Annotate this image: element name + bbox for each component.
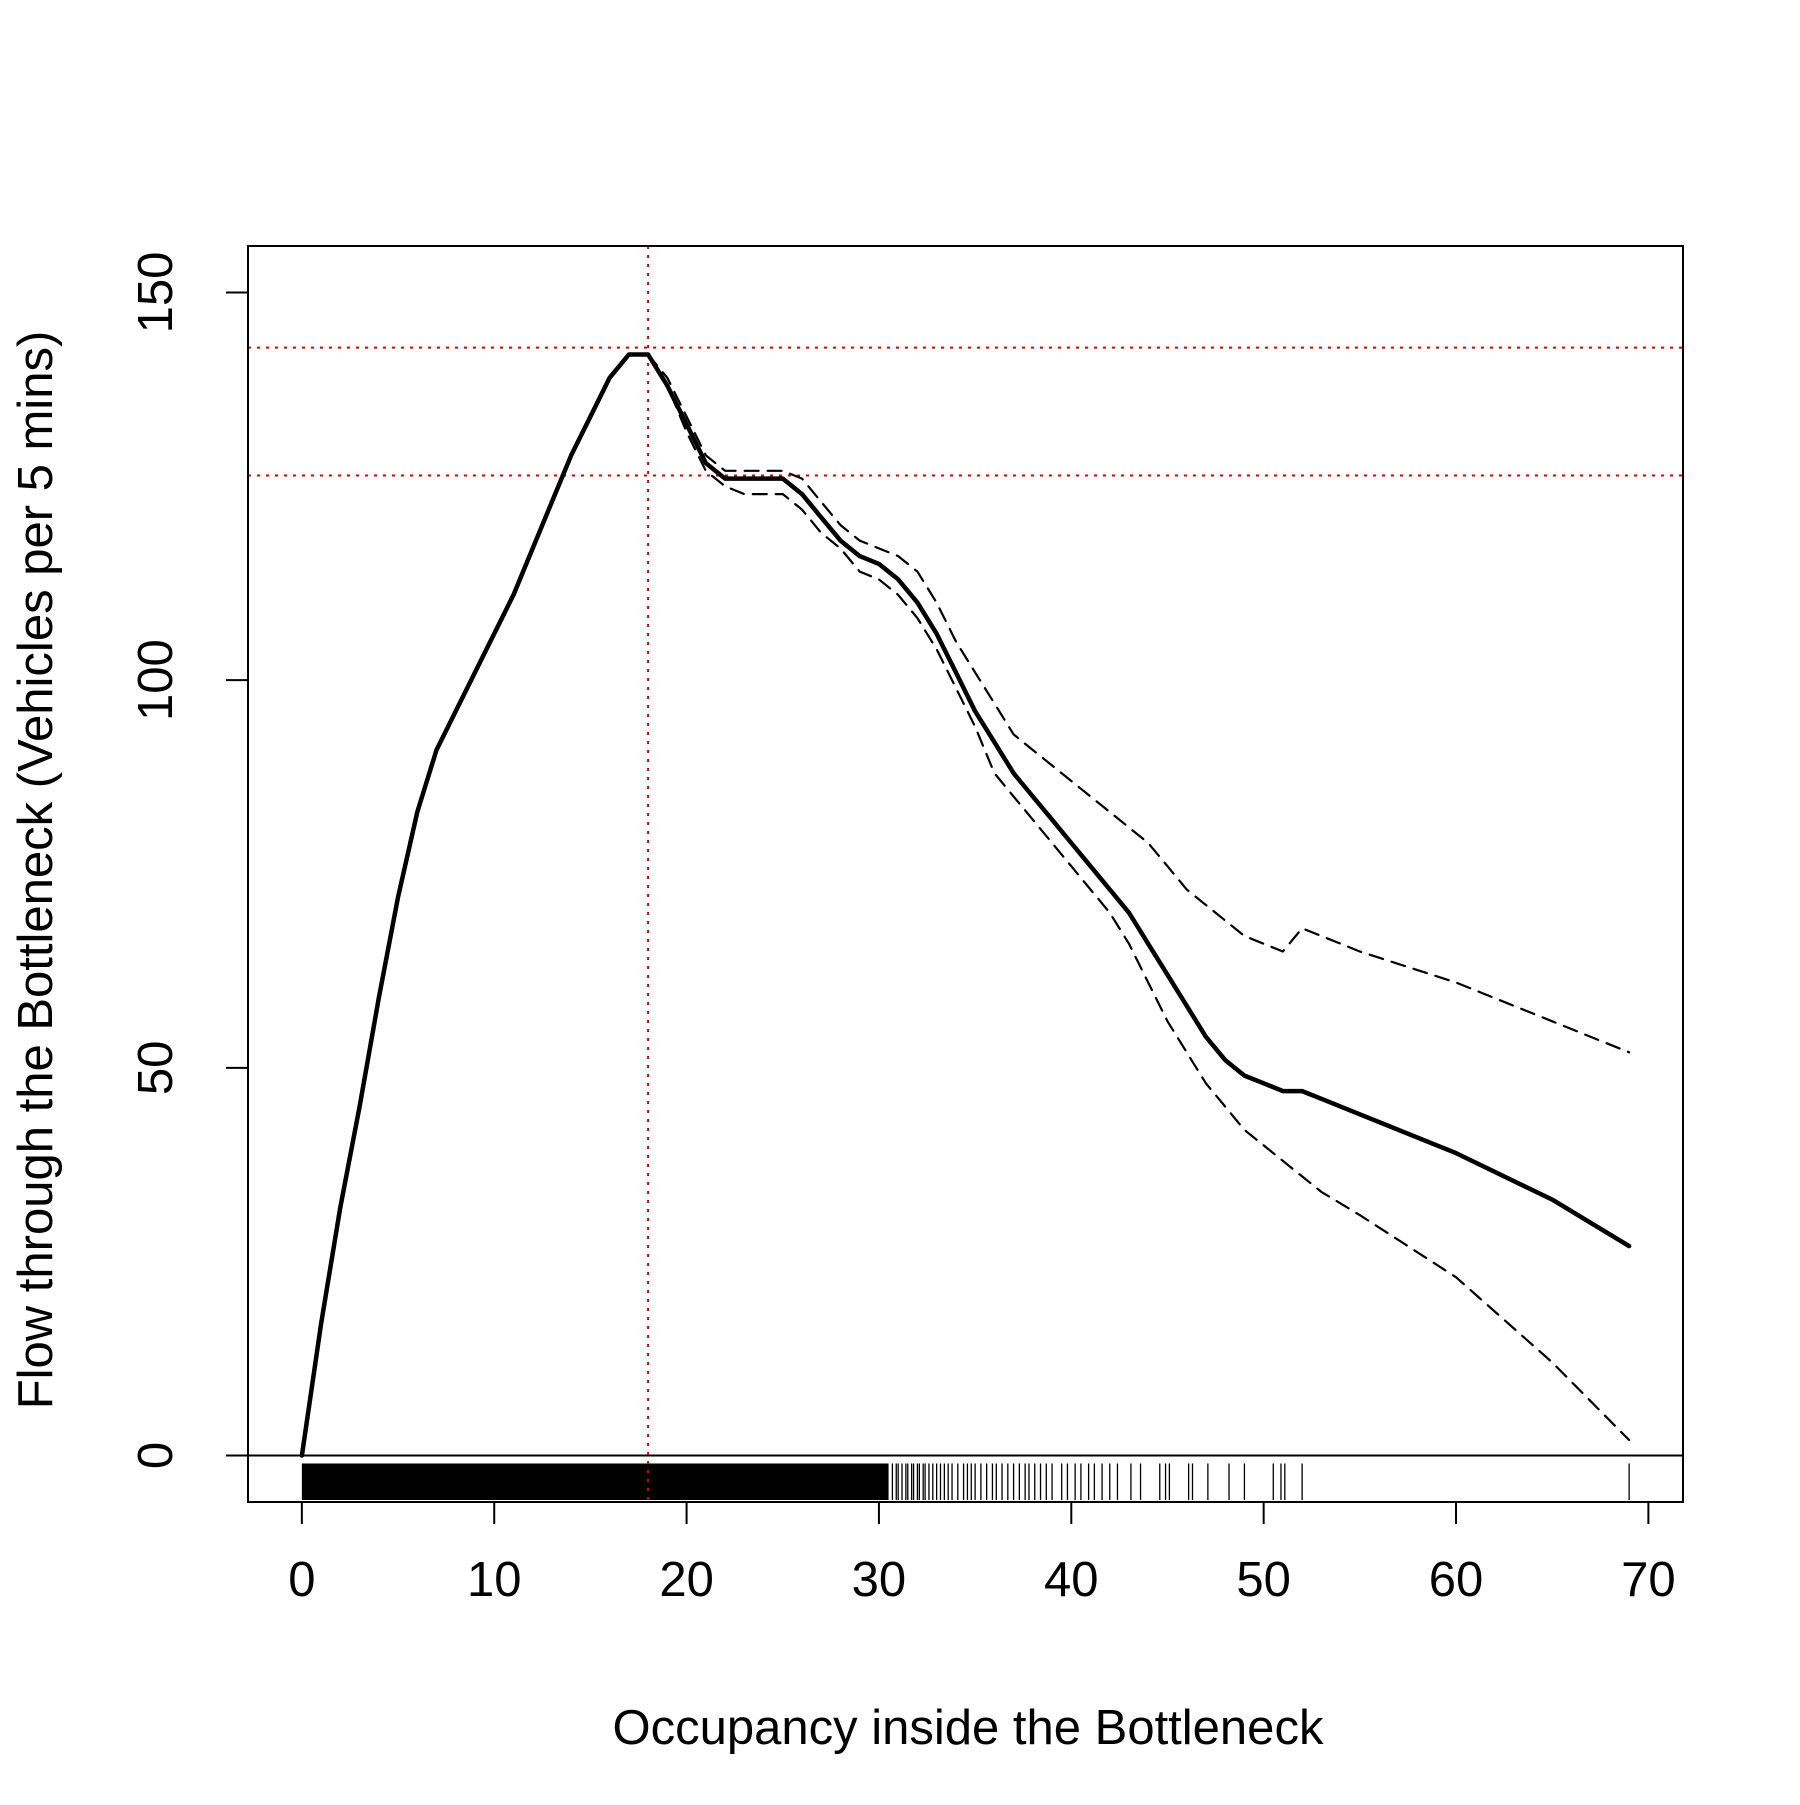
x-tick-label: 60 [1429, 1553, 1484, 1607]
axes: 0 10 20 30 40 50 60 70 0 50 100 150 [129, 252, 1676, 1607]
x-tick-label: 70 [1621, 1553, 1676, 1607]
plot-frame [247, 245, 1684, 1503]
x-tick-label: 40 [1044, 1553, 1099, 1607]
rug-marks [301, 1463, 1630, 1500]
reference-lines [248, 246, 1683, 1502]
x-tick-label: 0 [288, 1553, 315, 1607]
x-tick-label: 10 [467, 1553, 522, 1607]
data-series [299, 352, 1632, 1458]
plot-border [247, 245, 1684, 1503]
y-tick-label: 150 [129, 252, 183, 334]
upper-band-line [646, 353, 1631, 1054]
rug-dense-band [301, 1463, 889, 1500]
y-axis-label: Flow through the Bottleneck (Vehicles pe… [9, 331, 63, 1410]
x-axis-label: Occupancy inside the Bottleneck [613, 1701, 1324, 1755]
y-tick-label: 0 [129, 1442, 183, 1469]
lower-band-line [646, 353, 1631, 1442]
y-tick-label: 100 [129, 639, 183, 721]
x-tick-label: 50 [1236, 1553, 1291, 1607]
x-tick-label: 30 [852, 1553, 907, 1607]
fitted-curve-line [299, 352, 1632, 1458]
y-tick-label: 50 [129, 1041, 183, 1096]
x-tick-label: 20 [659, 1553, 714, 1607]
